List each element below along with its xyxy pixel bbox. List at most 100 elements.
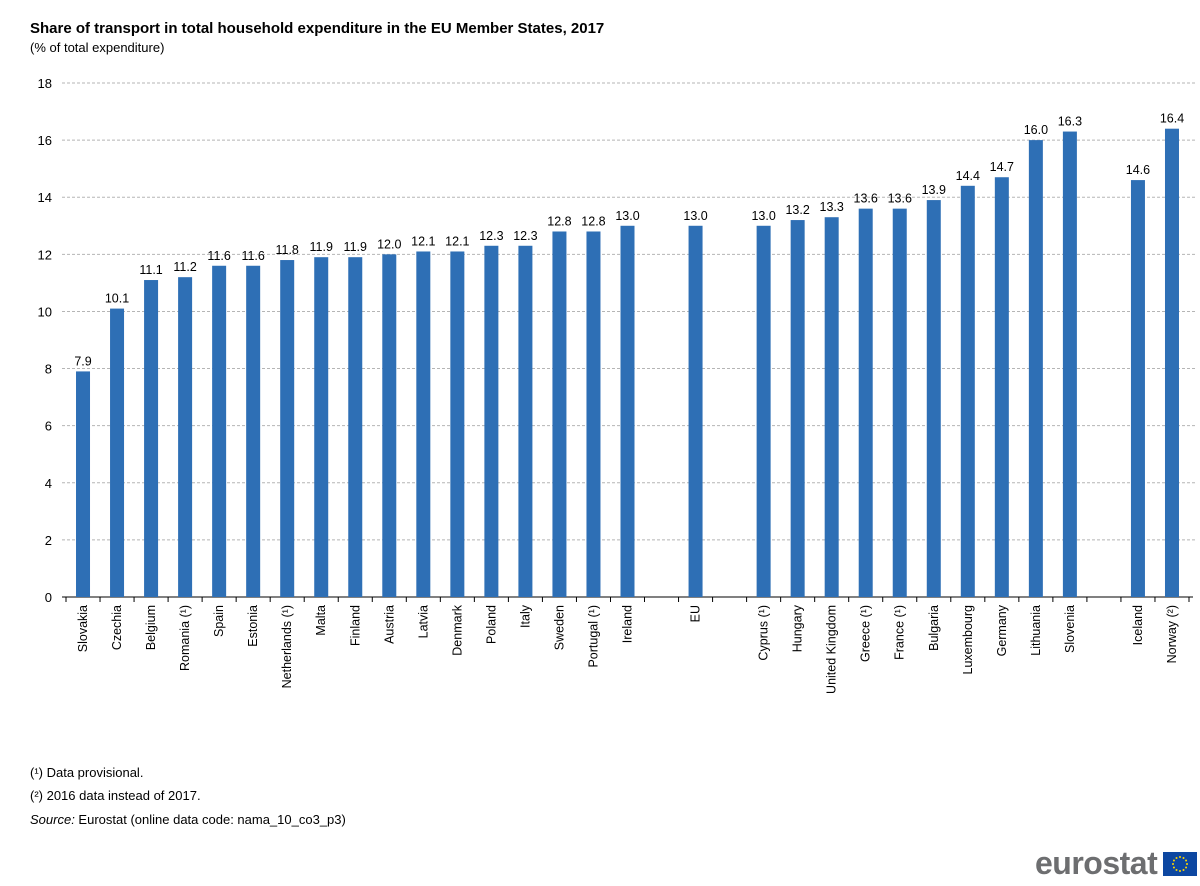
- data-label: 16.3: [1058, 115, 1082, 129]
- x-tick-label: Latvia: [416, 605, 430, 638]
- x-tick-label: EU: [689, 605, 703, 622]
- x-tick-label: Austria: [382, 605, 396, 644]
- data-label: 11.6: [241, 249, 264, 263]
- y-tick-label: 14: [38, 190, 52, 205]
- data-label: 11.2: [173, 260, 196, 274]
- x-tick-label: Denmark: [450, 604, 464, 655]
- x-tick-label: Finland: [348, 605, 362, 646]
- x-tick-label: Spain: [212, 605, 226, 637]
- bar: [960, 185, 975, 598]
- data-label: 14.7: [990, 160, 1014, 174]
- data-label: 16.0: [1024, 123, 1048, 137]
- data-label: 12.0: [377, 237, 401, 251]
- data-label: 13.2: [785, 203, 809, 217]
- flag-star: [1179, 869, 1182, 872]
- flag-star: [1185, 866, 1188, 868]
- data-label: 13.0: [615, 209, 639, 223]
- data-label: 12.1: [445, 234, 469, 248]
- bar: [484, 245, 499, 597]
- data-label: 13.6: [854, 192, 878, 206]
- data-label: 12.1: [411, 234, 435, 248]
- y-tick-label: 0: [45, 590, 52, 605]
- bar: [620, 225, 635, 597]
- eu-flag-icon: [1163, 851, 1198, 876]
- bar: [382, 254, 397, 598]
- x-tick-label: Germany: [995, 604, 1009, 656]
- x-tick-label: Romania (¹): [178, 605, 192, 671]
- flag-star: [1185, 859, 1188, 861]
- bar: [688, 225, 703, 597]
- data-label: 12.8: [581, 214, 605, 228]
- flag-star: [1182, 868, 1185, 871]
- bar: [144, 280, 159, 597]
- bar: [790, 220, 805, 598]
- flag-star: [1173, 859, 1176, 861]
- bar: [1062, 131, 1077, 598]
- flag-star: [1179, 855, 1182, 858]
- bar: [110, 308, 125, 597]
- x-tick-label: Belgium: [144, 605, 158, 650]
- bar: [280, 260, 295, 597]
- data-label: 12.8: [547, 214, 571, 228]
- x-tick-label: Iceland: [1131, 605, 1145, 645]
- x-tick-label: Hungary: [791, 604, 805, 652]
- bar: [756, 225, 771, 597]
- y-tick-label: 6: [45, 419, 52, 434]
- x-tick-label: Bulgaria: [927, 605, 941, 651]
- flag-star: [1175, 868, 1178, 871]
- flag-star: [1186, 862, 1189, 865]
- bar: [246, 265, 261, 597]
- source-text: Eurostat (online data code: nama_10_co3_…: [74, 812, 346, 827]
- bar: [178, 277, 193, 597]
- data-label: 13.9: [922, 183, 946, 197]
- x-tick-label: Norway (²): [1165, 605, 1179, 663]
- data-label: 11.9: [344, 240, 367, 254]
- x-tick-label: Sweden: [552, 605, 566, 650]
- bar: [450, 251, 465, 597]
- data-label: 11.1: [139, 263, 162, 277]
- y-tick-label: 18: [38, 76, 52, 91]
- x-tick-label: Italy: [518, 604, 532, 628]
- y-tick-label: 12: [38, 247, 52, 262]
- x-tick-label: Ireland: [621, 605, 635, 643]
- bar: [552, 231, 567, 597]
- data-label: 13.0: [751, 209, 775, 223]
- data-label: 10.1: [105, 292, 129, 306]
- bar: [314, 257, 329, 597]
- data-label: 13.6: [888, 192, 912, 206]
- bar: [348, 257, 363, 597]
- x-tick-label: Czechia: [110, 605, 124, 650]
- x-tick-label: Netherlands (¹): [280, 605, 294, 688]
- chart-subtitle: (% of total expenditure): [30, 40, 165, 55]
- data-label: 7.9: [74, 354, 91, 368]
- x-tick-label: Slovenia: [1063, 605, 1077, 653]
- x-tick-label: France (¹): [893, 605, 907, 660]
- x-tick-label: Portugal (¹): [586, 605, 600, 668]
- flag-star: [1173, 866, 1176, 868]
- y-tick-label: 10: [38, 304, 52, 319]
- x-tick-label: Lithuania: [1029, 605, 1043, 656]
- eurostat-logo: eurostat: [1035, 845, 1198, 882]
- y-tick-label: 8: [45, 362, 52, 377]
- flag-star: [1182, 856, 1185, 859]
- data-label: 11.6: [207, 249, 230, 263]
- data-label: 13.0: [683, 209, 707, 223]
- x-tick-label: Cyprus (¹): [757, 605, 771, 661]
- x-tick-label: United Kingdom: [825, 605, 839, 694]
- bar: [518, 245, 533, 597]
- bar: [1028, 140, 1043, 597]
- logo-text: eurostat: [1035, 845, 1158, 881]
- x-tick-label: Luxembourg: [961, 605, 975, 675]
- footnote-2: (²) 2016 data instead of 2017.: [30, 788, 201, 803]
- footnote-1: (¹) Data provisional.: [30, 765, 144, 780]
- flag-star: [1172, 862, 1175, 865]
- x-tick-label: Malta: [314, 605, 328, 636]
- chart-title: Share of transport in total household ex…: [30, 20, 605, 37]
- data-label: 14.6: [1126, 163, 1150, 177]
- source-note: Source: Eurostat (online data code: nama…: [30, 812, 346, 827]
- x-tick-label: Estonia: [246, 605, 260, 647]
- y-tick-label: 16: [38, 133, 52, 148]
- bar: [1164, 128, 1179, 597]
- data-label: 13.3: [820, 200, 844, 214]
- bar: [416, 251, 431, 597]
